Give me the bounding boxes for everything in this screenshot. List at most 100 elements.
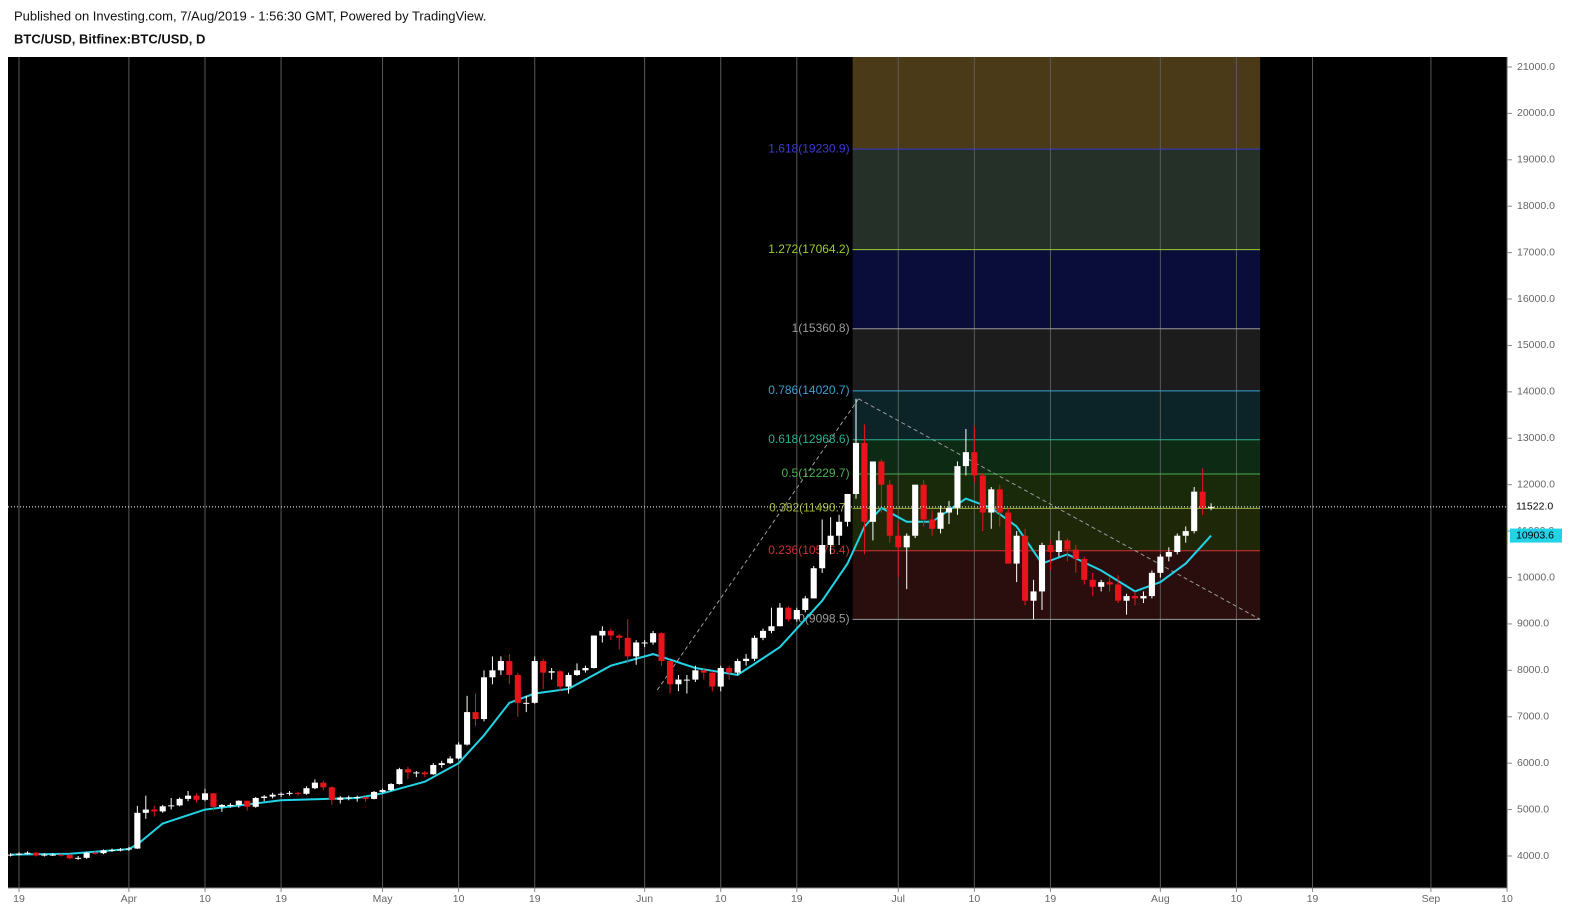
candle-body xyxy=(743,658,750,662)
candle-body xyxy=(1182,531,1189,536)
x-tick-label: Apr xyxy=(121,893,138,905)
candle-body xyxy=(903,535,910,548)
fib-label: 0.236(10576.4) xyxy=(768,543,849,557)
candle-body xyxy=(1157,556,1164,573)
candle-body xyxy=(734,661,741,673)
y-tick-label: 10000.0 xyxy=(1517,571,1555,583)
candle-body xyxy=(430,765,437,775)
candle-body xyxy=(624,637,631,657)
candle-body xyxy=(218,804,225,807)
candle-body xyxy=(100,850,107,854)
fib-zone xyxy=(852,57,1261,150)
candle-body xyxy=(1131,596,1139,599)
candle-body xyxy=(379,790,386,792)
candle-body xyxy=(979,475,986,513)
x-tick-label: Sep xyxy=(1422,893,1441,905)
x-tick-label: 10 xyxy=(969,893,981,905)
candle-body xyxy=(793,609,800,620)
candle-body xyxy=(15,853,23,855)
candle-body xyxy=(125,848,132,850)
fib-label: 1(15360.8) xyxy=(792,321,850,335)
candle-body xyxy=(1106,582,1113,585)
candle-body xyxy=(1005,512,1012,564)
candle-body xyxy=(396,769,403,785)
candle-body xyxy=(582,668,589,671)
price-label: 10903.6 xyxy=(1516,529,1554,541)
candle-body xyxy=(1123,596,1130,601)
candle-body xyxy=(404,769,411,773)
candle-body xyxy=(1055,540,1062,552)
x-tick-label: Aug xyxy=(1151,893,1170,905)
candle-body xyxy=(607,630,614,636)
candle-body xyxy=(464,712,471,745)
candle-body xyxy=(185,795,192,799)
candle-body xyxy=(1064,540,1071,550)
candle-body xyxy=(66,855,73,859)
candle-body xyxy=(557,671,564,687)
fib-zone xyxy=(852,550,1261,620)
candle-body xyxy=(650,633,657,643)
candle-body xyxy=(844,493,851,522)
fib-zone xyxy=(852,439,1261,475)
y-tick-label: 21000.0 xyxy=(1517,61,1555,73)
candle-body xyxy=(895,535,902,548)
candle-body xyxy=(294,792,302,794)
price-label: 11522.0 xyxy=(1516,501,1553,513)
candle-body xyxy=(58,854,65,856)
candle-body xyxy=(1038,545,1046,592)
candle-body xyxy=(590,635,597,669)
candle-body xyxy=(836,521,843,536)
candle-body xyxy=(286,792,293,794)
candle-body xyxy=(852,442,860,494)
candle-body xyxy=(1089,579,1096,587)
candle-body xyxy=(506,661,513,675)
candle-body xyxy=(717,668,724,687)
candle-body xyxy=(1115,584,1122,601)
x-tick-label: 19 xyxy=(1045,893,1057,905)
candle-body xyxy=(759,630,767,638)
fib-zone xyxy=(852,149,1261,250)
candle-body xyxy=(49,854,56,856)
candle-body xyxy=(489,670,496,678)
y-tick-label: 7000.0 xyxy=(1517,711,1549,723)
candle-body xyxy=(1208,506,1215,508)
price-label-box xyxy=(1510,528,1562,543)
fib-zone xyxy=(852,328,1261,391)
price-label-box xyxy=(1510,499,1562,514)
candle-body xyxy=(937,512,944,529)
candle-body xyxy=(252,797,259,807)
candle-body xyxy=(1165,551,1172,557)
candle-body xyxy=(497,661,504,671)
x-tick-label: 19 xyxy=(529,893,541,905)
candle-body xyxy=(244,800,251,807)
candle-body xyxy=(83,852,90,858)
candle-body xyxy=(134,812,141,849)
candle-body xyxy=(151,809,158,812)
candle-body xyxy=(7,854,14,856)
candle-body xyxy=(962,452,969,467)
candle-body xyxy=(24,852,31,854)
candle-body xyxy=(1191,491,1198,532)
candle-body xyxy=(548,671,555,673)
candle-body xyxy=(235,800,242,805)
x-tick-label: 10 xyxy=(453,893,465,905)
y-tick-label: 14000.0 xyxy=(1517,386,1555,398)
candle-body xyxy=(176,798,183,806)
candle-body xyxy=(480,677,488,720)
x-tick-label: 10 xyxy=(715,893,727,905)
y-tick-label: 13000.0 xyxy=(1517,432,1555,444)
candle-body xyxy=(971,452,978,476)
candle-body xyxy=(658,633,665,662)
fib-label: 0.786(14020.7) xyxy=(768,383,849,397)
candle-body xyxy=(117,849,124,851)
x-tick-label: Jun xyxy=(636,893,653,905)
candle-body xyxy=(320,782,327,788)
candle-body xyxy=(878,461,885,485)
candle-body xyxy=(1022,535,1029,601)
candle-body xyxy=(827,535,834,546)
candle-body xyxy=(954,466,961,508)
candle-body xyxy=(869,461,876,522)
candle-body xyxy=(1013,535,1020,564)
fib-zone xyxy=(852,249,1261,329)
candle-body xyxy=(751,637,758,659)
